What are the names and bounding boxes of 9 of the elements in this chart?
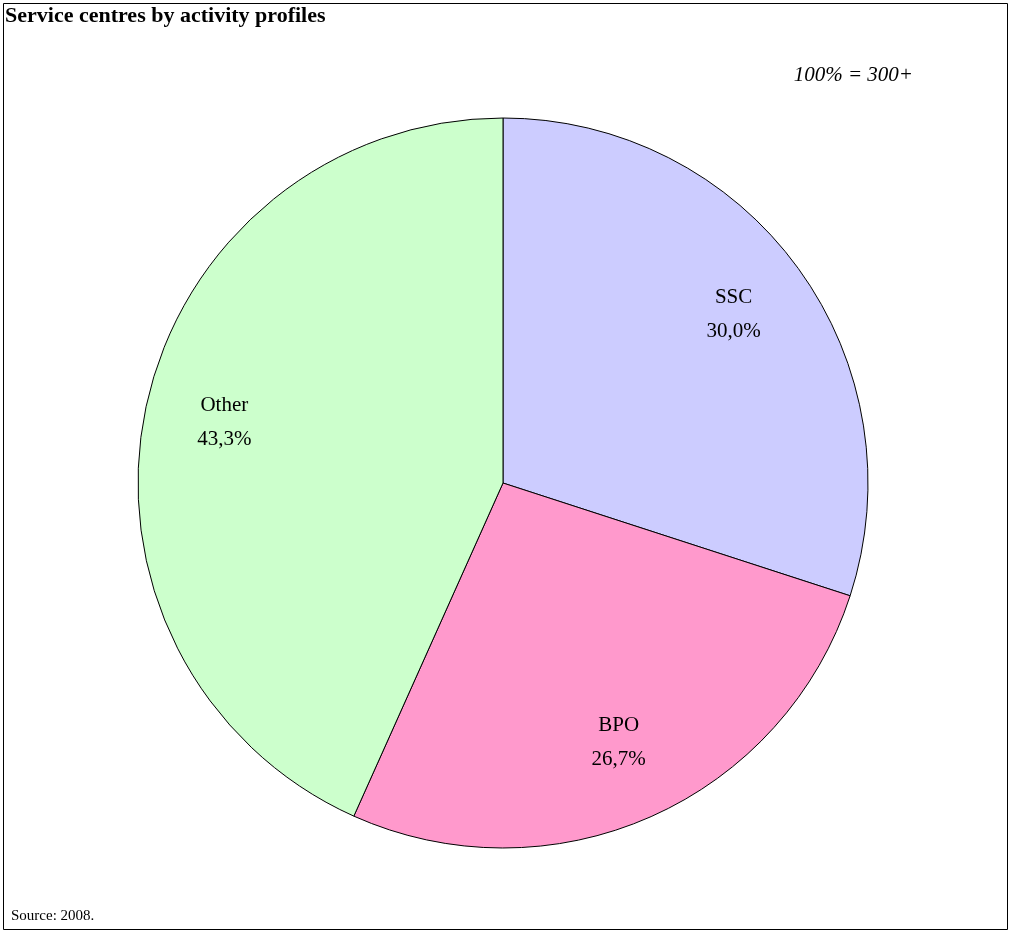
chart-title: Service centres by activity profiles — [5, 2, 326, 27]
slice-label: SSC — [714, 284, 753, 309]
source-note: Source: 2008. — [11, 907, 95, 923]
slice-label: BPO — [598, 712, 640, 737]
data-label: 26,7% — [591, 746, 646, 771]
slice-label: Other — [200, 392, 249, 417]
data-label: 43,3% — [197, 426, 252, 451]
data-label: 30,0% — [706, 318, 761, 343]
text: 100% = 300+ — [793, 62, 913, 86]
